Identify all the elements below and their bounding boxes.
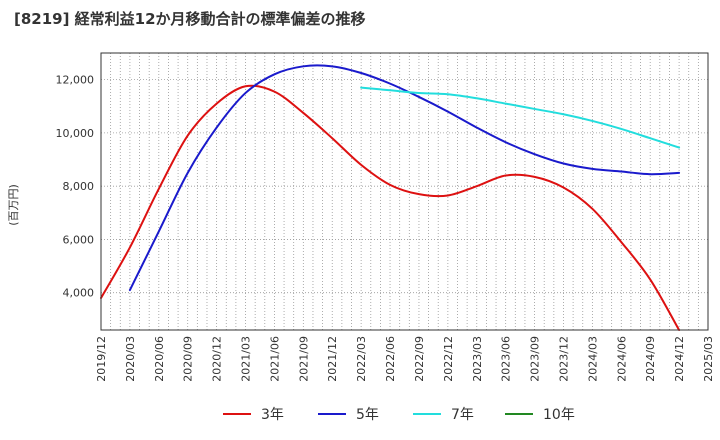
grid-lines (101, 53, 708, 330)
x-tick-label: 2024/12 (673, 336, 686, 382)
x-tick-label: 2021/09 (297, 336, 310, 382)
y-tick-label: 6,000 (63, 233, 95, 246)
y-tick-label: 8,000 (63, 180, 95, 193)
x-tick-label: 2024/09 (644, 336, 657, 382)
x-tick-label: 2022/12 (442, 336, 455, 382)
legend-label-2: 7年 (451, 407, 474, 423)
plot-area-frame (100, 52, 709, 331)
legend: 3年 5年 7年 10年 (223, 407, 575, 423)
chart-title: [8219] 経常利益12か月移動合計の標準偏差の推移 (14, 10, 366, 28)
x-tick-label: 2020/12 (211, 336, 224, 382)
y-tick-label: 12,000 (56, 74, 95, 87)
x-tick-label: 2024/06 (615, 336, 628, 382)
y-tick-labels: 4,000 6,000 8,000 10,000 12,000 (56, 74, 95, 300)
series-line-0 (100, 84, 681, 331)
x-tick-label: 2020/09 (182, 336, 195, 382)
x-tick-label: 2022/03 (355, 336, 368, 382)
x-tick-label: 2022/06 (384, 336, 397, 382)
x-tick-labels: 2019/12 2020/03 2020/06 2020/09 2020/12 2021/… (95, 336, 715, 382)
x-tick-label: 2023/12 (557, 336, 570, 382)
y-tick-label: 4,000 (63, 287, 95, 300)
x-tick-label: 2020/06 (153, 336, 166, 382)
x-tick-label: 2021/06 (268, 336, 281, 382)
legend-label-1: 5年 (356, 407, 379, 423)
series-line-2 (360, 86, 681, 149)
series-line-1 (128, 64, 681, 292)
legend-label-3: 10年 (543, 407, 575, 423)
x-tick-label: 2024/03 (586, 336, 599, 382)
x-tick-label: 2021/12 (326, 336, 339, 382)
x-tick-label: 2021/03 (240, 336, 253, 382)
x-tick-label: 2025/03 (702, 336, 715, 382)
x-tick-label: 2023/09 (529, 336, 542, 382)
x-tick-label: 2022/09 (413, 336, 426, 382)
y-tick-label: 10,000 (56, 127, 95, 140)
x-tick-label: 2020/03 (124, 336, 137, 382)
x-tick-label: 2023/03 (471, 336, 484, 382)
x-tick-label: 2019/12 (95, 336, 108, 382)
legend-label-0: 3年 (261, 407, 284, 423)
y-axis-title: (百万円) (7, 184, 20, 226)
x-tick-label: 2023/06 (500, 336, 513, 382)
series-lines (100, 64, 681, 331)
